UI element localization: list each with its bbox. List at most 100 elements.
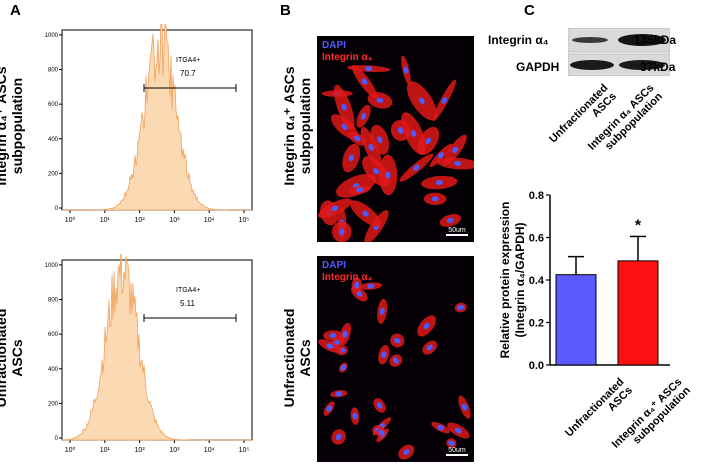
cell-nucleus: [326, 343, 334, 349]
cell-nucleus: [335, 433, 342, 441]
cell-nucleus: [455, 427, 462, 434]
cell-nucleus: [448, 440, 455, 446]
bar-chart: 0.0 0.2 0.4 0.6 0.8 Relative protein expressi…: [500, 190, 670, 372]
cell-nucleus: [331, 205, 339, 212]
flow-histogram-integrin: 0 200 400 600 800 1000 10⁰ 10¹ 10² 10³ 10⁴ 10⁵ ITGA4…: [45, 24, 253, 224]
cell-nucleus: [326, 405, 332, 412]
cell-nucleus: [410, 130, 417, 137]
y-tick-label: 0: [55, 206, 59, 212]
cell-nucleus: [441, 97, 448, 104]
cell-nucleus: [385, 171, 391, 179]
cell-nucleus: [446, 217, 454, 223]
cell-nucleus: [435, 180, 443, 186]
significance-marker: *: [635, 217, 642, 234]
cell-layer: [318, 277, 471, 460]
bar: [555, 274, 597, 366]
gate-value: 70.7: [180, 69, 196, 78]
cell-nucleus: [352, 412, 358, 420]
y-tick-label: 1000: [45, 263, 59, 269]
cell-nucleus: [403, 449, 410, 456]
panel-label-b: B: [280, 2, 291, 19]
row-label-line: ASCs: [297, 339, 313, 377]
histogram-curve: [61, 254, 252, 441]
row-label-b-bottom: Unfractionated ASCs: [281, 293, 313, 423]
y-axis-label: (Integrin α₄/GAPDH): [513, 222, 527, 337]
cell-nucleus: [335, 391, 343, 397]
cell-nucleus: [341, 103, 347, 111]
cell-nucleus: [431, 196, 439, 202]
wb-row-label-gapdh: GAPDH: [516, 60, 560, 74]
y-tick-label: 0.4: [529, 275, 545, 287]
cell-nucleus: [354, 281, 360, 289]
cell-nucleus: [368, 143, 374, 151]
band-gapdh-lane1: [570, 60, 614, 70]
panel-label-a: A: [10, 2, 21, 19]
wb-kda-integrin: 135kDa: [634, 33, 677, 47]
legend-integrin: Integrin α₄: [322, 272, 373, 283]
cell-nucleus: [348, 154, 354, 162]
x-tick-label: 10⁵: [239, 217, 250, 224]
cell-nucleus: [376, 402, 383, 409]
band-integrin-lane2: [618, 34, 666, 46]
cell-nucleus: [362, 210, 369, 217]
y-tick-label: 1000: [45, 33, 59, 39]
y-tick-label: 400: [48, 137, 59, 143]
flow-histogram-unfractionated: 0 200 400 600 800 1000 10⁰ 10¹ 10² 10³ 10⁴ 10⁵ ITGA4…: [45, 254, 253, 454]
histogram-curve: [62, 24, 252, 211]
y-tick-label: 800: [48, 298, 59, 304]
cell-nucleus: [339, 228, 345, 236]
x-tick-label: 10⁰: [65, 446, 76, 454]
scale-bar: 50um: [446, 447, 468, 457]
cell-nucleus: [378, 429, 385, 436]
x-tick-label: 10¹: [100, 447, 111, 454]
cell-layer: [317, 55, 474, 242]
y-tick-label: 600: [48, 102, 59, 108]
cell-nucleus: [376, 97, 384, 103]
x-tick-label: 10²: [135, 217, 146, 224]
cell-nucleus: [426, 344, 433, 351]
legend-integrin: Integrin α₄: [322, 52, 373, 63]
row-label-line: subpopulation: [297, 77, 313, 175]
wb-row-label-integrin: Integrin α₄: [488, 33, 549, 47]
y-axis-label: Relative protein expression: [500, 202, 512, 359]
cell-nucleus: [437, 424, 444, 431]
cell-nucleus: [354, 135, 361, 142]
row-label-b-top: Integrin α₄⁺ ASCs subpopulation: [281, 61, 313, 191]
cell-nucleus: [360, 112, 367, 120]
cell-nucleus: [377, 136, 383, 144]
x-tick-label: 10¹: [100, 217, 111, 224]
cell-nucleus: [392, 357, 399, 364]
cell-nucleus: [457, 304, 465, 311]
row-label-line: Unfractionated: [281, 308, 297, 408]
bar: [617, 260, 659, 366]
cell-nucleus: [381, 351, 387, 359]
legend-dapi: DAPI: [322, 40, 346, 51]
y-tick-label: 400: [48, 367, 59, 373]
cell-nucleus: [454, 160, 462, 166]
cell-nucleus: [461, 403, 468, 411]
cell-nucleus: [423, 322, 430, 330]
x-tick-label: 10⁴: [204, 447, 215, 454]
cell-nucleus: [394, 337, 401, 344]
wb-kda-gapdh: 37kDa: [640, 60, 676, 74]
y-tick-label: 800: [48, 68, 59, 74]
cell-nucleus: [367, 283, 375, 289]
x-tick-label: 10⁵: [239, 447, 250, 454]
y-tick-label: 0.2: [529, 318, 544, 330]
row-label-line: subpopulation: [9, 77, 25, 175]
scale-bar: 50um: [446, 227, 468, 237]
x-tick-label: 10³: [169, 217, 180, 224]
y-tick-label: 0.6: [529, 233, 544, 245]
scale-label: 50um: [448, 227, 466, 234]
row-label-a-bottom: Unfractionated ASCs: [0, 293, 25, 423]
cell-nucleus: [342, 330, 348, 338]
cell-nucleus: [361, 78, 368, 85]
cell-nucleus: [373, 168, 380, 175]
row-label-line: Unfractionated: [0, 308, 9, 408]
micrograph-integrin-subpopulation: DAPI Integrin α₄ 50um: [317, 36, 474, 242]
gate-label: ITGA4+: [176, 287, 200, 294]
cell-nucleus: [356, 187, 364, 193]
row-label-a-top: Integrin α₄⁺ ASCs subpopulation: [0, 61, 25, 191]
cell-nucleus: [379, 307, 385, 315]
micrograph-legend: DAPI Integrin α₄: [322, 260, 372, 284]
